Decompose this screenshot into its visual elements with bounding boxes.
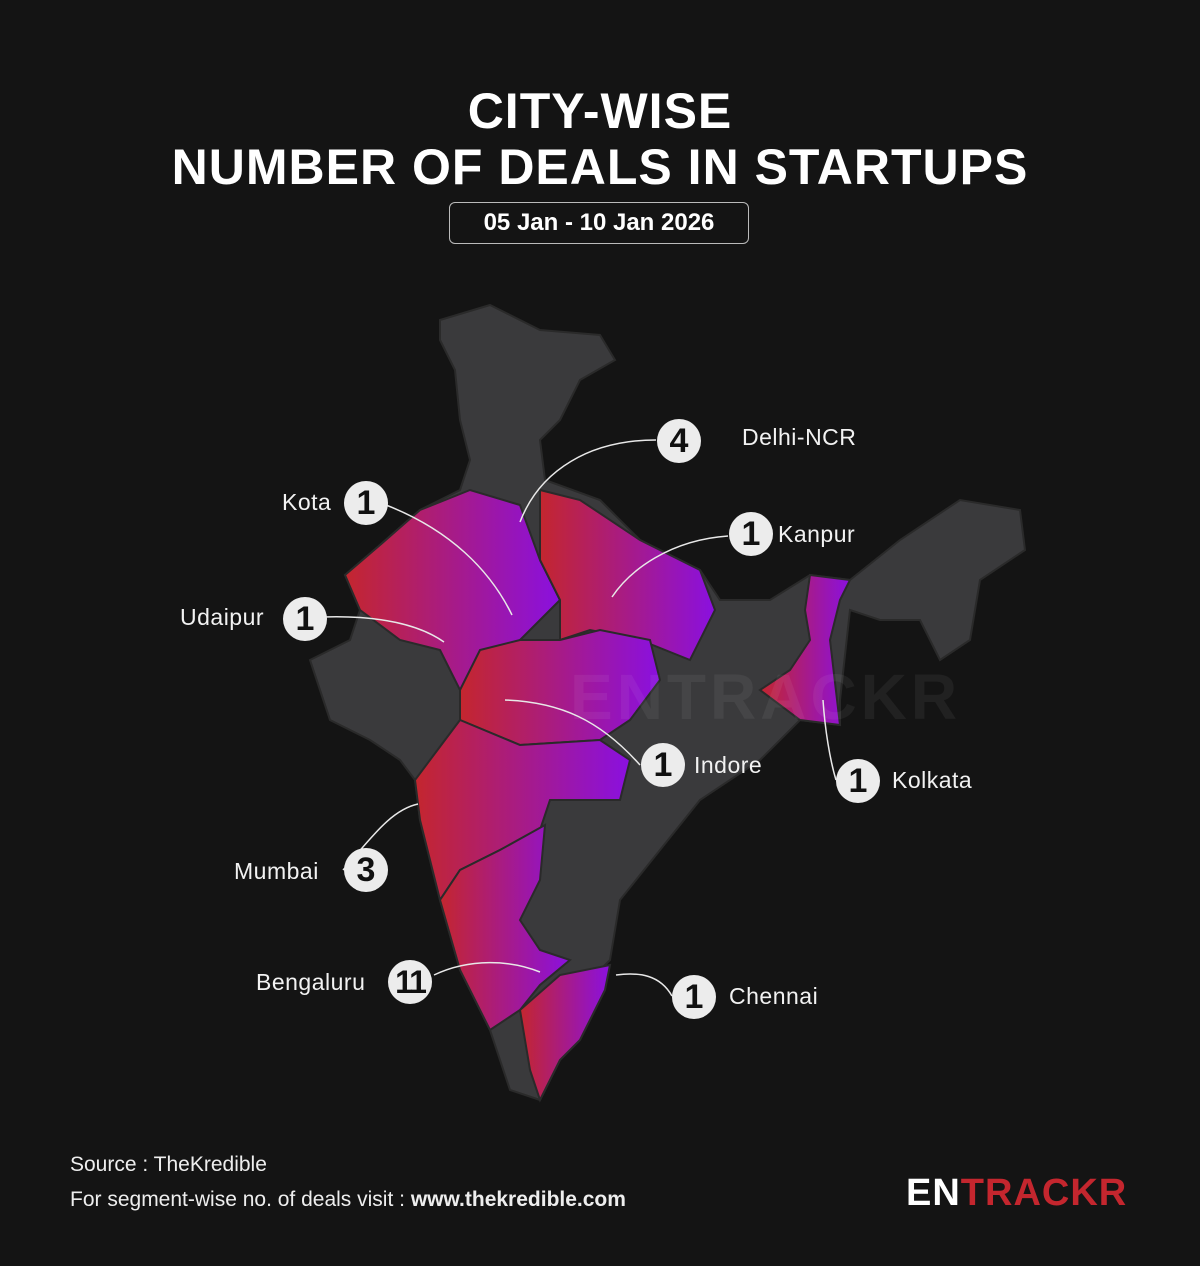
region-west-bengal: [758, 573, 852, 727]
region-rajasthan: [343, 488, 562, 692]
region-karnataka: [438, 823, 573, 1032]
deals-badge-bengaluru: 11: [388, 960, 432, 1004]
leader-lines: [321, 439, 837, 997]
deals-badge-delhi-ncr: 4: [657, 419, 701, 463]
logo-part-1: EN: [906, 1172, 961, 1214]
visit-line: For segment-wise no. of deals visit : ww…: [70, 1188, 626, 1212]
deals-badge-udaipur: 1: [283, 597, 327, 641]
deals-badge-kota: 1: [344, 481, 388, 525]
watermark-logo: ENTRACKR: [570, 661, 962, 733]
city-label-delhi-ncr: Delhi-NCR: [742, 424, 857, 450]
source-text: Source : TheKredible: [70, 1153, 267, 1176]
deals-badge-kanpur: 1: [729, 512, 773, 556]
visit-text: For segment-wise no. of deals visit :: [70, 1188, 411, 1211]
city-label-udaipur: Udaipur: [180, 604, 265, 630]
city-label-kanpur: Kanpur: [778, 521, 856, 547]
deals-badge-mumbai: 3: [344, 848, 388, 892]
deals-badge-indore: 1: [641, 743, 685, 787]
city-label-bengaluru: Bengaluru: [256, 969, 366, 995]
city-label-kota: Kota: [282, 489, 332, 515]
city-label-kolkata: Kolkata: [892, 767, 973, 793]
date-range-badge: 05 Jan - 10 Jan 2026: [449, 202, 749, 244]
region-uttar-pradesh: [539, 488, 717, 662]
city-label-mumbai: Mumbai: [234, 858, 319, 884]
deals-badge-chennai: 1: [672, 975, 716, 1019]
city-label-chennai: Chennai: [729, 983, 819, 1009]
logo-part-2: TRACKR: [960, 1172, 1128, 1214]
city-label-indore: Indore: [694, 752, 763, 778]
deals-badge-kolkata: 1: [836, 759, 880, 803]
title-line-1: CITY-WISE: [467, 83, 733, 139]
entrackr-logo: ENTRACKR: [906, 1172, 1127, 1215]
visit-link[interactable]: www.thekredible.com: [410, 1188, 626, 1211]
title-line-2: NUMBER OF DEALS IN STARTUPS: [171, 139, 1029, 195]
region-tamil-nadu: [518, 963, 612, 1103]
